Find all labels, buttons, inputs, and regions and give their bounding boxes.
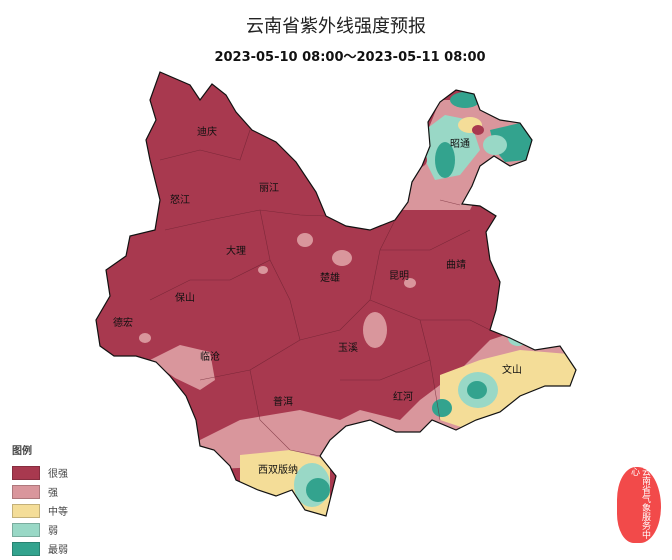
legend-item: 最弱 <box>12 539 68 558</box>
map-subtitle: 2023-05-10 08:00～2023-05-11 08:00 <box>214 50 486 65</box>
city-label: 大理 <box>226 244 246 257</box>
legend-label: 弱 <box>48 526 58 537</box>
city-label: 昭通 <box>450 138 470 150</box>
city-label: 西双版纳 <box>258 463 298 476</box>
legend-label: 强 <box>48 488 58 499</box>
legend-title: 图例 <box>12 446 32 457</box>
legend-item: 很强 <box>12 463 68 482</box>
city-label: 怒江 <box>170 193 190 206</box>
legend-swatch <box>12 522 40 537</box>
city-label: 红河 <box>393 390 413 403</box>
city-label: 保山 <box>175 291 195 304</box>
city-label: 临沧 <box>200 350 220 363</box>
city-label: 德宏 <box>113 316 133 329</box>
legend-label: 最弱 <box>48 545 68 556</box>
city-label: 玉溪 <box>338 342 358 354</box>
city-label: 昆明 <box>389 270 409 282</box>
city-label: 丽江 <box>259 182 279 194</box>
legend-item: 中等 <box>12 501 68 520</box>
prefecture-borders <box>149 129 491 457</box>
legend-swatch <box>12 541 40 556</box>
city-label: 文山 <box>502 363 522 376</box>
legend-swatch <box>12 503 40 518</box>
legend-label: 很强 <box>48 469 68 480</box>
city-labels: 迪庆 怒江 丽江 大理 楚雄 昆明 曲靖 昭通 保山 德宏 临沧 玉溪 红河 文… <box>113 125 522 476</box>
legend-item: 强 <box>12 482 68 501</box>
city-label: 普洱 <box>273 395 293 408</box>
city-label: 迪庆 <box>197 125 217 138</box>
legend-label: 中等 <box>48 507 68 518</box>
legend-swatch <box>12 465 40 480</box>
legend-swatch <box>12 484 40 499</box>
seal-stamp: 云南省气象服务中心 <box>617 467 661 543</box>
legend-item: 弱 <box>12 520 68 539</box>
city-label: 楚雄 <box>320 271 340 284</box>
map-title: 云南省紫外线强度预报 <box>246 16 426 37</box>
city-label: 曲靖 <box>446 258 466 271</box>
legend: 图例 很强 强 中等 弱 最弱 <box>12 442 68 558</box>
